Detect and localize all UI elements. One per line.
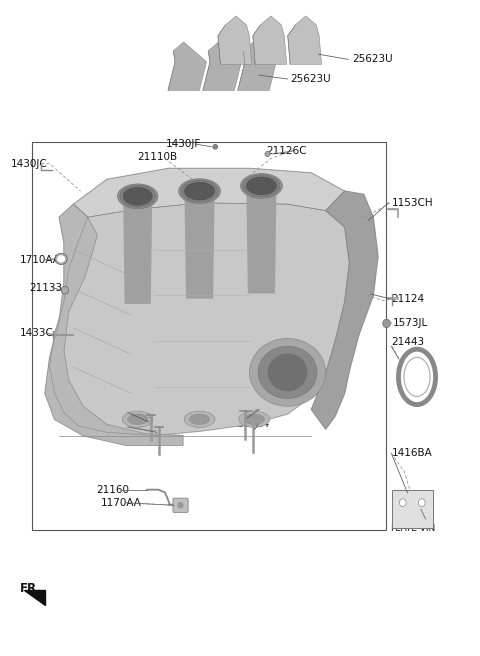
Polygon shape [246, 186, 276, 293]
Ellipse shape [265, 152, 270, 157]
Polygon shape [238, 42, 276, 91]
Polygon shape [24, 590, 45, 605]
Ellipse shape [239, 411, 270, 428]
Ellipse shape [184, 411, 215, 428]
Polygon shape [49, 203, 349, 436]
Ellipse shape [55, 253, 67, 264]
Ellipse shape [120, 186, 156, 207]
Ellipse shape [383, 319, 390, 328]
Ellipse shape [240, 174, 282, 198]
Ellipse shape [118, 184, 158, 209]
Text: 25623U: 25623U [352, 54, 393, 64]
Ellipse shape [268, 354, 307, 390]
Polygon shape [203, 42, 241, 91]
Ellipse shape [213, 144, 217, 149]
Polygon shape [288, 16, 322, 64]
Text: 1153CH: 1153CH [391, 198, 433, 208]
Polygon shape [218, 16, 252, 64]
FancyBboxPatch shape [392, 489, 433, 528]
Ellipse shape [61, 286, 69, 294]
Ellipse shape [58, 256, 64, 262]
Ellipse shape [419, 499, 425, 506]
Ellipse shape [404, 358, 430, 396]
Text: PLATE-VIN: PLATE-VIN [390, 524, 435, 533]
Text: FR.: FR. [20, 583, 42, 595]
Polygon shape [168, 42, 206, 91]
Polygon shape [253, 16, 287, 64]
Text: 21124: 21124 [391, 294, 424, 304]
Text: 21443: 21443 [391, 337, 424, 347]
Ellipse shape [128, 414, 148, 424]
Text: 1573JL: 1573JL [393, 318, 429, 328]
Ellipse shape [122, 411, 153, 428]
Text: 1416BA: 1416BA [391, 448, 432, 458]
Text: 21114: 21114 [236, 419, 269, 430]
Text: 1710AA: 1710AA [20, 255, 61, 264]
Text: 21160: 21160 [96, 485, 129, 495]
Ellipse shape [184, 182, 215, 200]
Text: 25623U: 25623U [290, 74, 331, 84]
Bar [32, 142, 386, 530]
Ellipse shape [246, 177, 276, 195]
Polygon shape [73, 169, 345, 217]
Polygon shape [123, 196, 152, 304]
Ellipse shape [244, 414, 264, 424]
Ellipse shape [123, 188, 152, 205]
Text: 21115D: 21115D [104, 422, 145, 432]
Ellipse shape [399, 499, 406, 506]
Text: 21126C: 21126C [266, 146, 307, 155]
Text: 1430JF: 1430JF [166, 139, 202, 149]
Text: 21115E: 21115E [104, 408, 144, 418]
Ellipse shape [178, 502, 183, 508]
Ellipse shape [179, 178, 220, 203]
Text: 1433CA: 1433CA [20, 328, 61, 338]
Ellipse shape [181, 180, 218, 202]
Ellipse shape [250, 338, 325, 406]
Text: 22124B: 22124B [234, 405, 275, 415]
Text: 1430JC: 1430JC [11, 159, 48, 169]
Text: 1170AA: 1170AA [101, 498, 142, 508]
FancyBboxPatch shape [173, 498, 188, 512]
Polygon shape [312, 191, 378, 429]
Ellipse shape [258, 346, 317, 399]
Ellipse shape [190, 414, 210, 424]
Text: 21133: 21133 [30, 283, 63, 293]
Polygon shape [184, 191, 215, 298]
Polygon shape [45, 204, 183, 445]
Text: 21110B: 21110B [138, 152, 178, 162]
Ellipse shape [243, 175, 280, 197]
